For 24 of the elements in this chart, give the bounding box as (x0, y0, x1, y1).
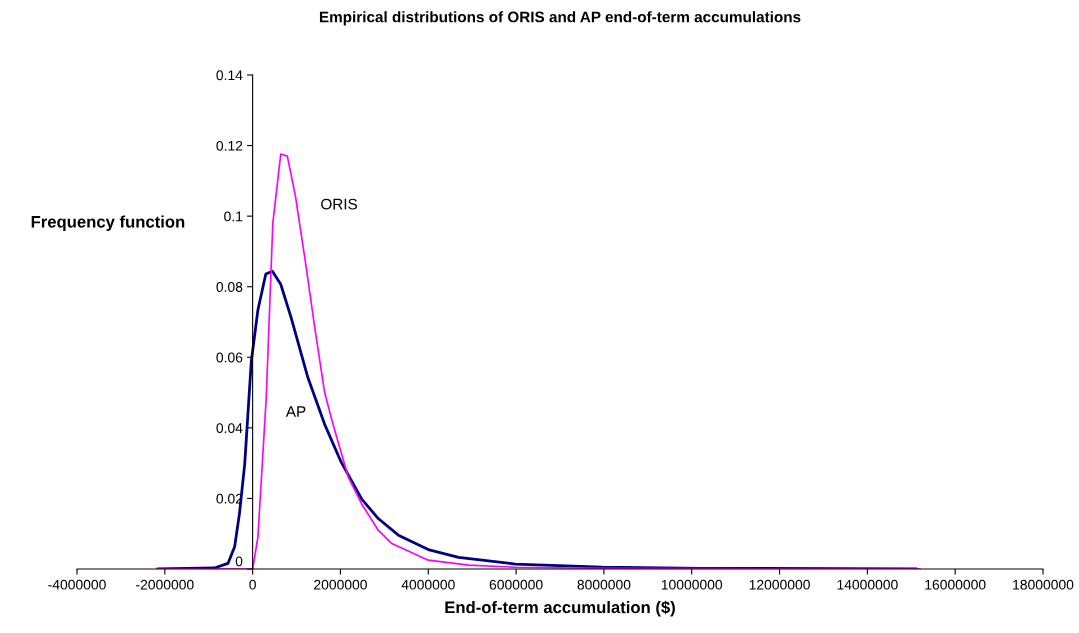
y-tick-label: 0.12 (216, 140, 243, 151)
y-tick-label: 0.04 (216, 423, 243, 434)
y-tick-label: 0.14 (216, 70, 243, 81)
x-tick-label: 0 (249, 579, 256, 590)
x-axis-title: End-of-term accumulation ($) (445, 600, 675, 617)
series-label: ORIS (321, 198, 358, 210)
y-axis-title: Frequency function (31, 215, 185, 231)
x-tick-label: 14000000 (837, 579, 898, 590)
x-tick-label: 18000000 (1013, 579, 1074, 590)
y-tick-label: 0 (235, 556, 243, 567)
x-tick-label: 16000000 (925, 579, 986, 590)
y-tick-label: 0.08 (216, 282, 243, 292)
x-tick-label: 10000000 (661, 579, 723, 590)
x-tick-label: 4000000 (401, 579, 455, 590)
y-tick-label: 0.1 (224, 211, 243, 222)
x-tick-label: -2000000 (136, 579, 194, 590)
x-tick-label: 2000000 (314, 579, 367, 590)
x-tick-label: 6000000 (489, 579, 543, 590)
chart-title: Empirical distributions of ORIS and AP end-of-term accumulations (319, 11, 801, 26)
x-tick-label: 12000000 (749, 579, 810, 590)
x-tick-label: 8000000 (577, 579, 631, 590)
x-tick-label: -4000000 (48, 579, 106, 590)
y-tick-label: 0.06 (216, 352, 243, 363)
series-label: AP (285, 406, 306, 417)
